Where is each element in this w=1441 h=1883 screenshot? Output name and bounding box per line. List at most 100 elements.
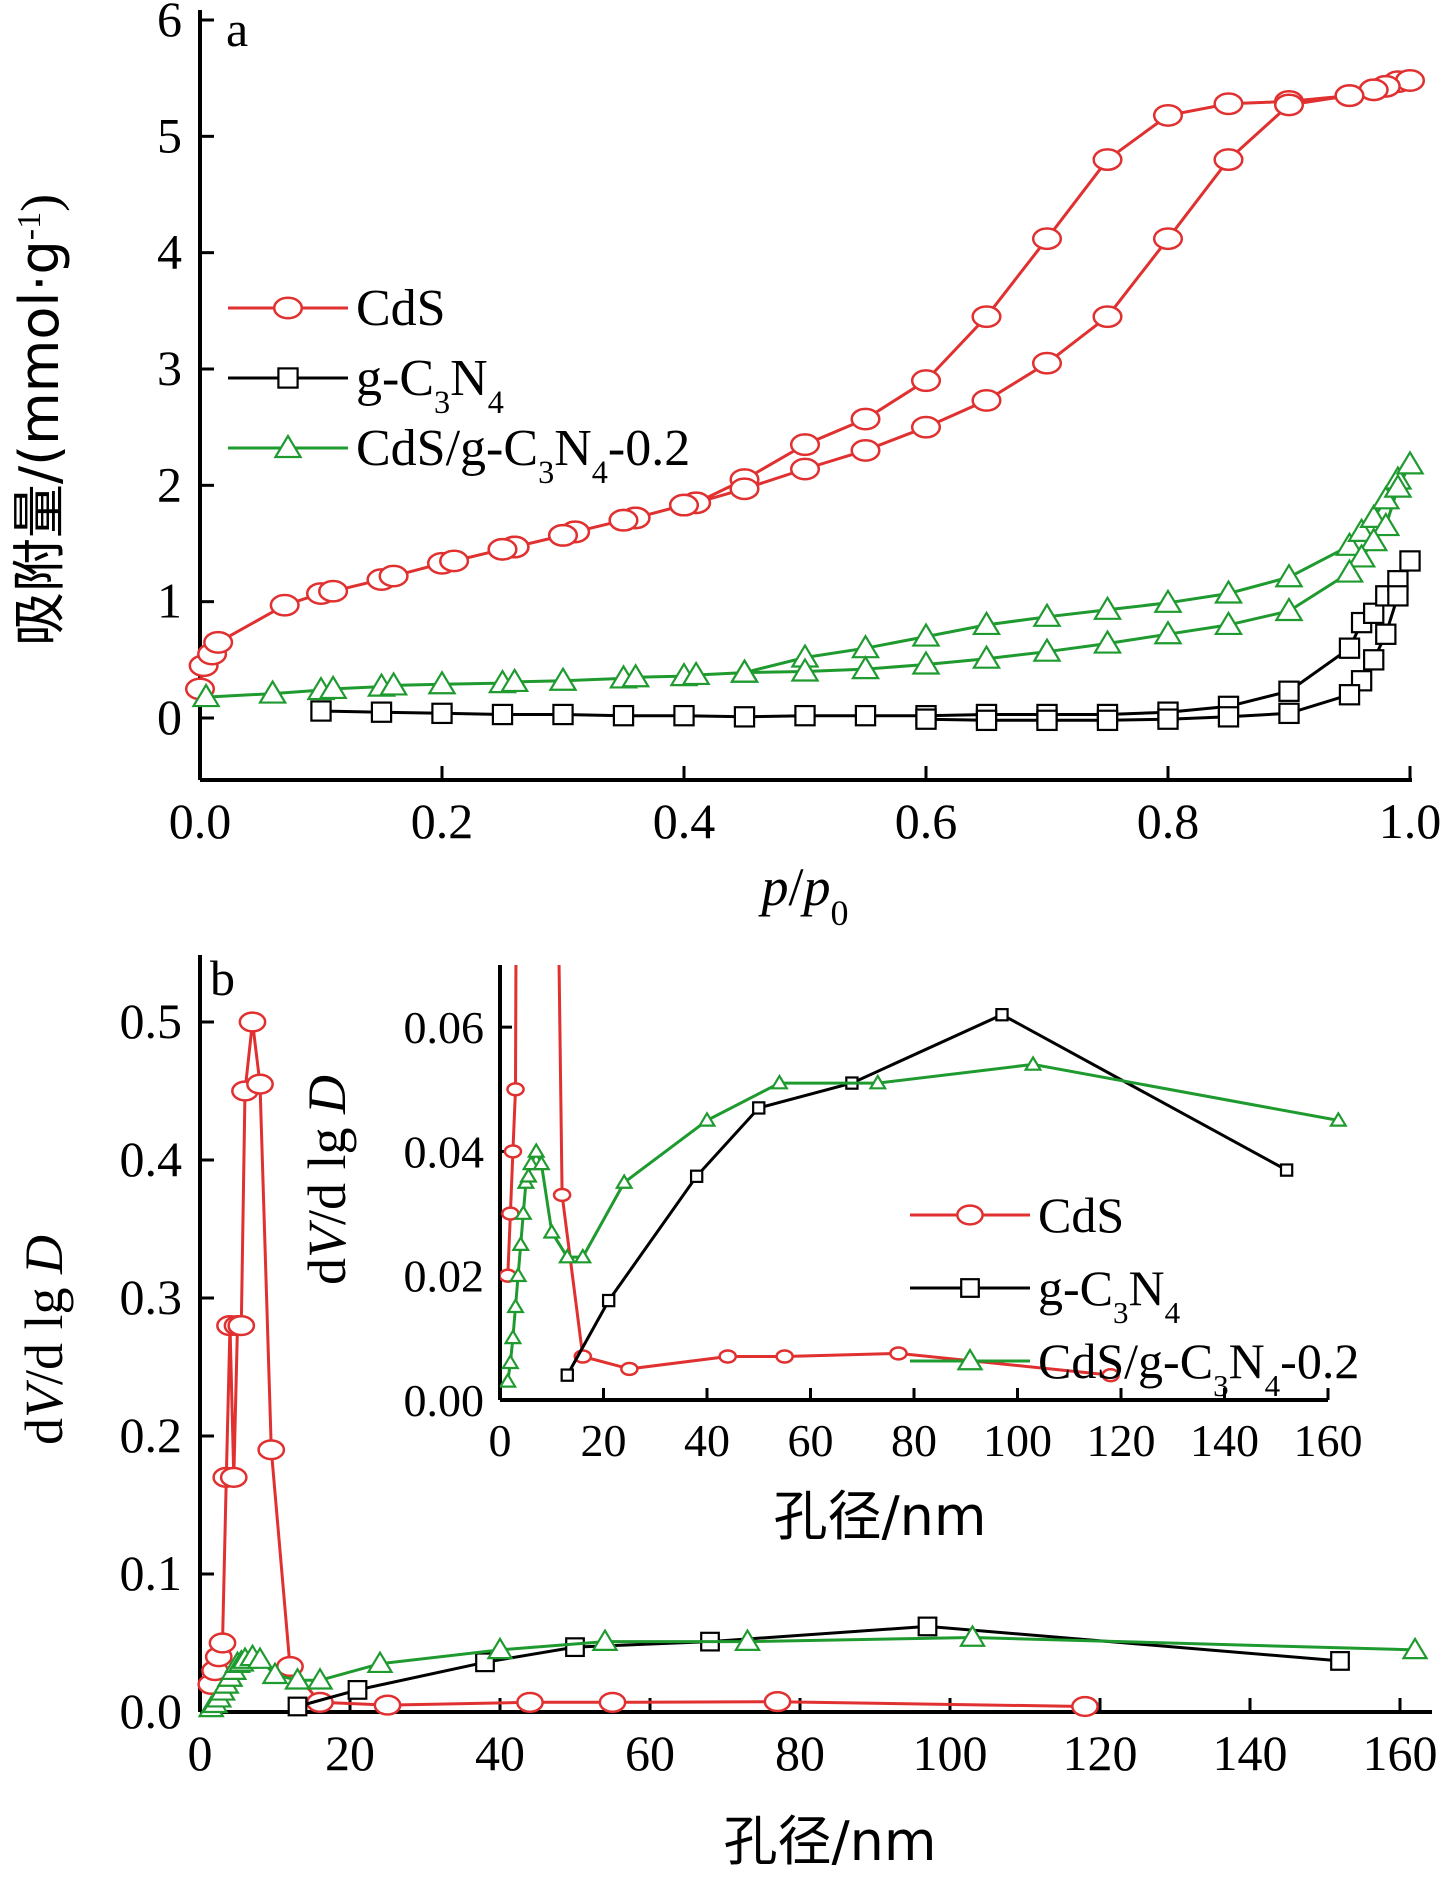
chart-b-xtick-label: 20 bbox=[325, 1725, 375, 1781]
chart-b-xtick-label: 160 bbox=[1363, 1725, 1438, 1781]
inset-point-cds-g-c3n4-0-2 bbox=[770, 1073, 789, 1090]
chart-a-point-cds bbox=[971, 388, 1002, 412]
chart-b-point-cds bbox=[257, 1439, 286, 1461]
inset-ytick-label: 0.04 bbox=[404, 1126, 485, 1177]
inset-point-cds-g-c3n4-0-2 bbox=[519, 1167, 538, 1183]
inset-point-cds bbox=[1101, 1367, 1120, 1383]
chart-b-xlabel: 孔径/nm bbox=[723, 1810, 936, 1873]
chart-a-point-cds-g-c3n4-0-2 bbox=[850, 655, 881, 680]
chart-a-point-cds bbox=[910, 369, 942, 393]
chart-a-point-g-c3n4 bbox=[552, 703, 574, 726]
chart-a-point-cds bbox=[789, 457, 821, 481]
chart-a-point-g-c3n4 bbox=[1157, 708, 1179, 730]
inset-xtick-label: 60 bbox=[788, 1415, 834, 1466]
inset-point-cds-g-c3n4-0-2 bbox=[1329, 1111, 1348, 1127]
chart-b-ytick-label: 0.2 bbox=[120, 1407, 183, 1463]
chart-b-point-cds bbox=[219, 1466, 248, 1489]
chart-b-xtick-label: 140 bbox=[1213, 1725, 1288, 1781]
chart-b-point-cds-g-c3n4-0-2 bbox=[591, 1628, 619, 1651]
inset-series-line-cds bbox=[506, 965, 1111, 1377]
inset-point-g-c3n4 bbox=[601, 1293, 616, 1308]
inset-xtick-label: 120 bbox=[1087, 1415, 1156, 1466]
chart-b-xtick-label: 40 bbox=[475, 1725, 525, 1781]
chart-a-point-cds-g-c3n4-0-2 bbox=[1359, 527, 1389, 552]
chart-a-point-cds-g-c3n4-0-2 bbox=[1213, 610, 1244, 636]
chart-a-point-g-c3n4 bbox=[1362, 649, 1385, 671]
chart-a-point-cds-g-c3n4-0-2 bbox=[621, 663, 651, 688]
chart-b-ytick-label: 0.5 bbox=[120, 993, 183, 1049]
chart-b-point-cds-g-c3n4-0-2 bbox=[284, 1667, 311, 1690]
chart-b-xtick-label: 100 bbox=[913, 1725, 988, 1781]
chart-a-point-cds bbox=[1092, 148, 1123, 172]
chart-a-legend-marker bbox=[272, 296, 304, 320]
chart-a-point-cds-g-c3n4-0-2 bbox=[1371, 485, 1401, 510]
inset-legend-marker bbox=[960, 1278, 980, 1298]
inset-xtick-label: 0 bbox=[489, 1415, 512, 1466]
chart-a-point-g-c3n4 bbox=[1375, 623, 1397, 645]
chart-b-point-cds bbox=[246, 1073, 274, 1095]
chart-a-point-g-c3n4 bbox=[1278, 680, 1300, 702]
inset-point-cds-g-c3n4-0-2 bbox=[508, 1266, 528, 1283]
chart-b-point-cds bbox=[516, 1691, 544, 1713]
chart-a-point-cds bbox=[789, 433, 821, 457]
chart-b-series-line-g-c3n4 bbox=[297, 1624, 1341, 1708]
inset-legend-label: CdS bbox=[1038, 1187, 1124, 1243]
chart-b-xtick-label: 0 bbox=[188, 1725, 213, 1781]
chart-a-point-cds bbox=[487, 537, 518, 561]
chart-b-series-line-cds bbox=[209, 1021, 1086, 1708]
chart-a-point-cds bbox=[850, 438, 881, 462]
inset-point-cds-g-c3n4-0-2 bbox=[506, 1297, 525, 1314]
inset-ticks: 0 20 40 60 80 100 120 140 160 0.00 0.02 0.04 0.06 bbox=[404, 1002, 1363, 1466]
chart-b-panel-label: b bbox=[210, 950, 235, 1006]
chart-a-xtick-label: 0.4 bbox=[653, 793, 716, 849]
chart-a-point-g-c3n4 bbox=[612, 704, 635, 727]
chart-b-series bbox=[197, 1011, 1429, 1718]
chart-b-ylabel: dV/d lg D bbox=[14, 1235, 74, 1445]
chart-a-legend-label: g-C3N4 bbox=[356, 350, 504, 420]
chart-b-point-g-c3n4 bbox=[565, 1637, 585, 1658]
chart-a-point-g-c3n4 bbox=[794, 704, 816, 727]
chart-a-point-cds bbox=[971, 305, 1002, 329]
inset-legend-marker bbox=[956, 1204, 984, 1226]
chart-a-point-cds-g-c3n4-0-2 bbox=[1032, 602, 1062, 627]
chart-a-point-cds-g-c3n4-0-2 bbox=[1395, 450, 1425, 475]
chart-a-point-cds-g-c3n4-0-2 bbox=[971, 610, 1002, 636]
chart-b-xtick-label: 80 bbox=[775, 1725, 825, 1781]
chart-a-xtick-label: 0.0 bbox=[169, 793, 232, 849]
chart-a-point-cds-g-c3n4-0-2 bbox=[729, 658, 760, 683]
chart-b: 0 20 40 60 80 100 120 140 1600.00.10.20.30.40.5 … bbox=[14, 950, 1438, 1873]
inset-point-cds bbox=[503, 1144, 523, 1159]
chart-a-point-cds-g-c3n4-0-2 bbox=[191, 682, 221, 708]
chart-a-point-cds-g-c3n4-0-2 bbox=[911, 650, 941, 675]
chart-a-ytick-label: 0 bbox=[157, 689, 182, 745]
inset-point-cds-g-c3n4-0-2 bbox=[526, 1142, 546, 1158]
inset-point-cds-g-c3n4-0-2 bbox=[511, 1235, 530, 1251]
chart-a-point-cds-g-c3n4-0-2 bbox=[427, 670, 457, 695]
inset-point-cds-g-c3n4-0-2 bbox=[532, 1154, 551, 1171]
inset-point-cds bbox=[506, 1082, 525, 1097]
chart-a-point-g-c3n4 bbox=[1338, 684, 1361, 706]
chart-a-point-cds-g-c3n4-0-2 bbox=[500, 667, 530, 693]
inset-point-cds-g-c3n4-0-2 bbox=[501, 1353, 520, 1370]
chart-a-legend-label: CdS bbox=[356, 280, 446, 337]
chart-a-legend-marker bbox=[277, 367, 299, 389]
chart-a-point-g-c3n4 bbox=[370, 701, 393, 723]
chart-a-point-cds bbox=[203, 630, 234, 654]
inset-legend-label: CdS/g-C3N4-0.2 bbox=[1038, 1333, 1359, 1403]
chart-a-point-cds bbox=[1213, 148, 1244, 172]
inset-ytick-label: 0.02 bbox=[404, 1251, 485, 1302]
chart-a-point-cds bbox=[318, 579, 349, 603]
chart-a-ytick-label: 4 bbox=[157, 224, 182, 280]
chart-a-point-cds bbox=[1152, 227, 1184, 251]
inset-series-line-cds-g-c3n4-0-2 bbox=[506, 1062, 1339, 1382]
inset-series bbox=[500, 965, 1348, 1388]
chart-a-point-g-c3n4 bbox=[310, 700, 332, 722]
chart-a-point-cds bbox=[1031, 351, 1063, 375]
chart-b-point-cds-g-c3n4-0-2 bbox=[486, 1636, 514, 1660]
chart-a-point-cds bbox=[378, 564, 409, 588]
chart-b-ytick-label: 0.0 bbox=[120, 1683, 183, 1739]
inset-point-g-c3n4 bbox=[995, 1008, 1009, 1022]
chart-a-point-g-c3n4 bbox=[1387, 585, 1409, 607]
chart-a-point-cds-g-c3n4-0-2 bbox=[1274, 596, 1304, 622]
